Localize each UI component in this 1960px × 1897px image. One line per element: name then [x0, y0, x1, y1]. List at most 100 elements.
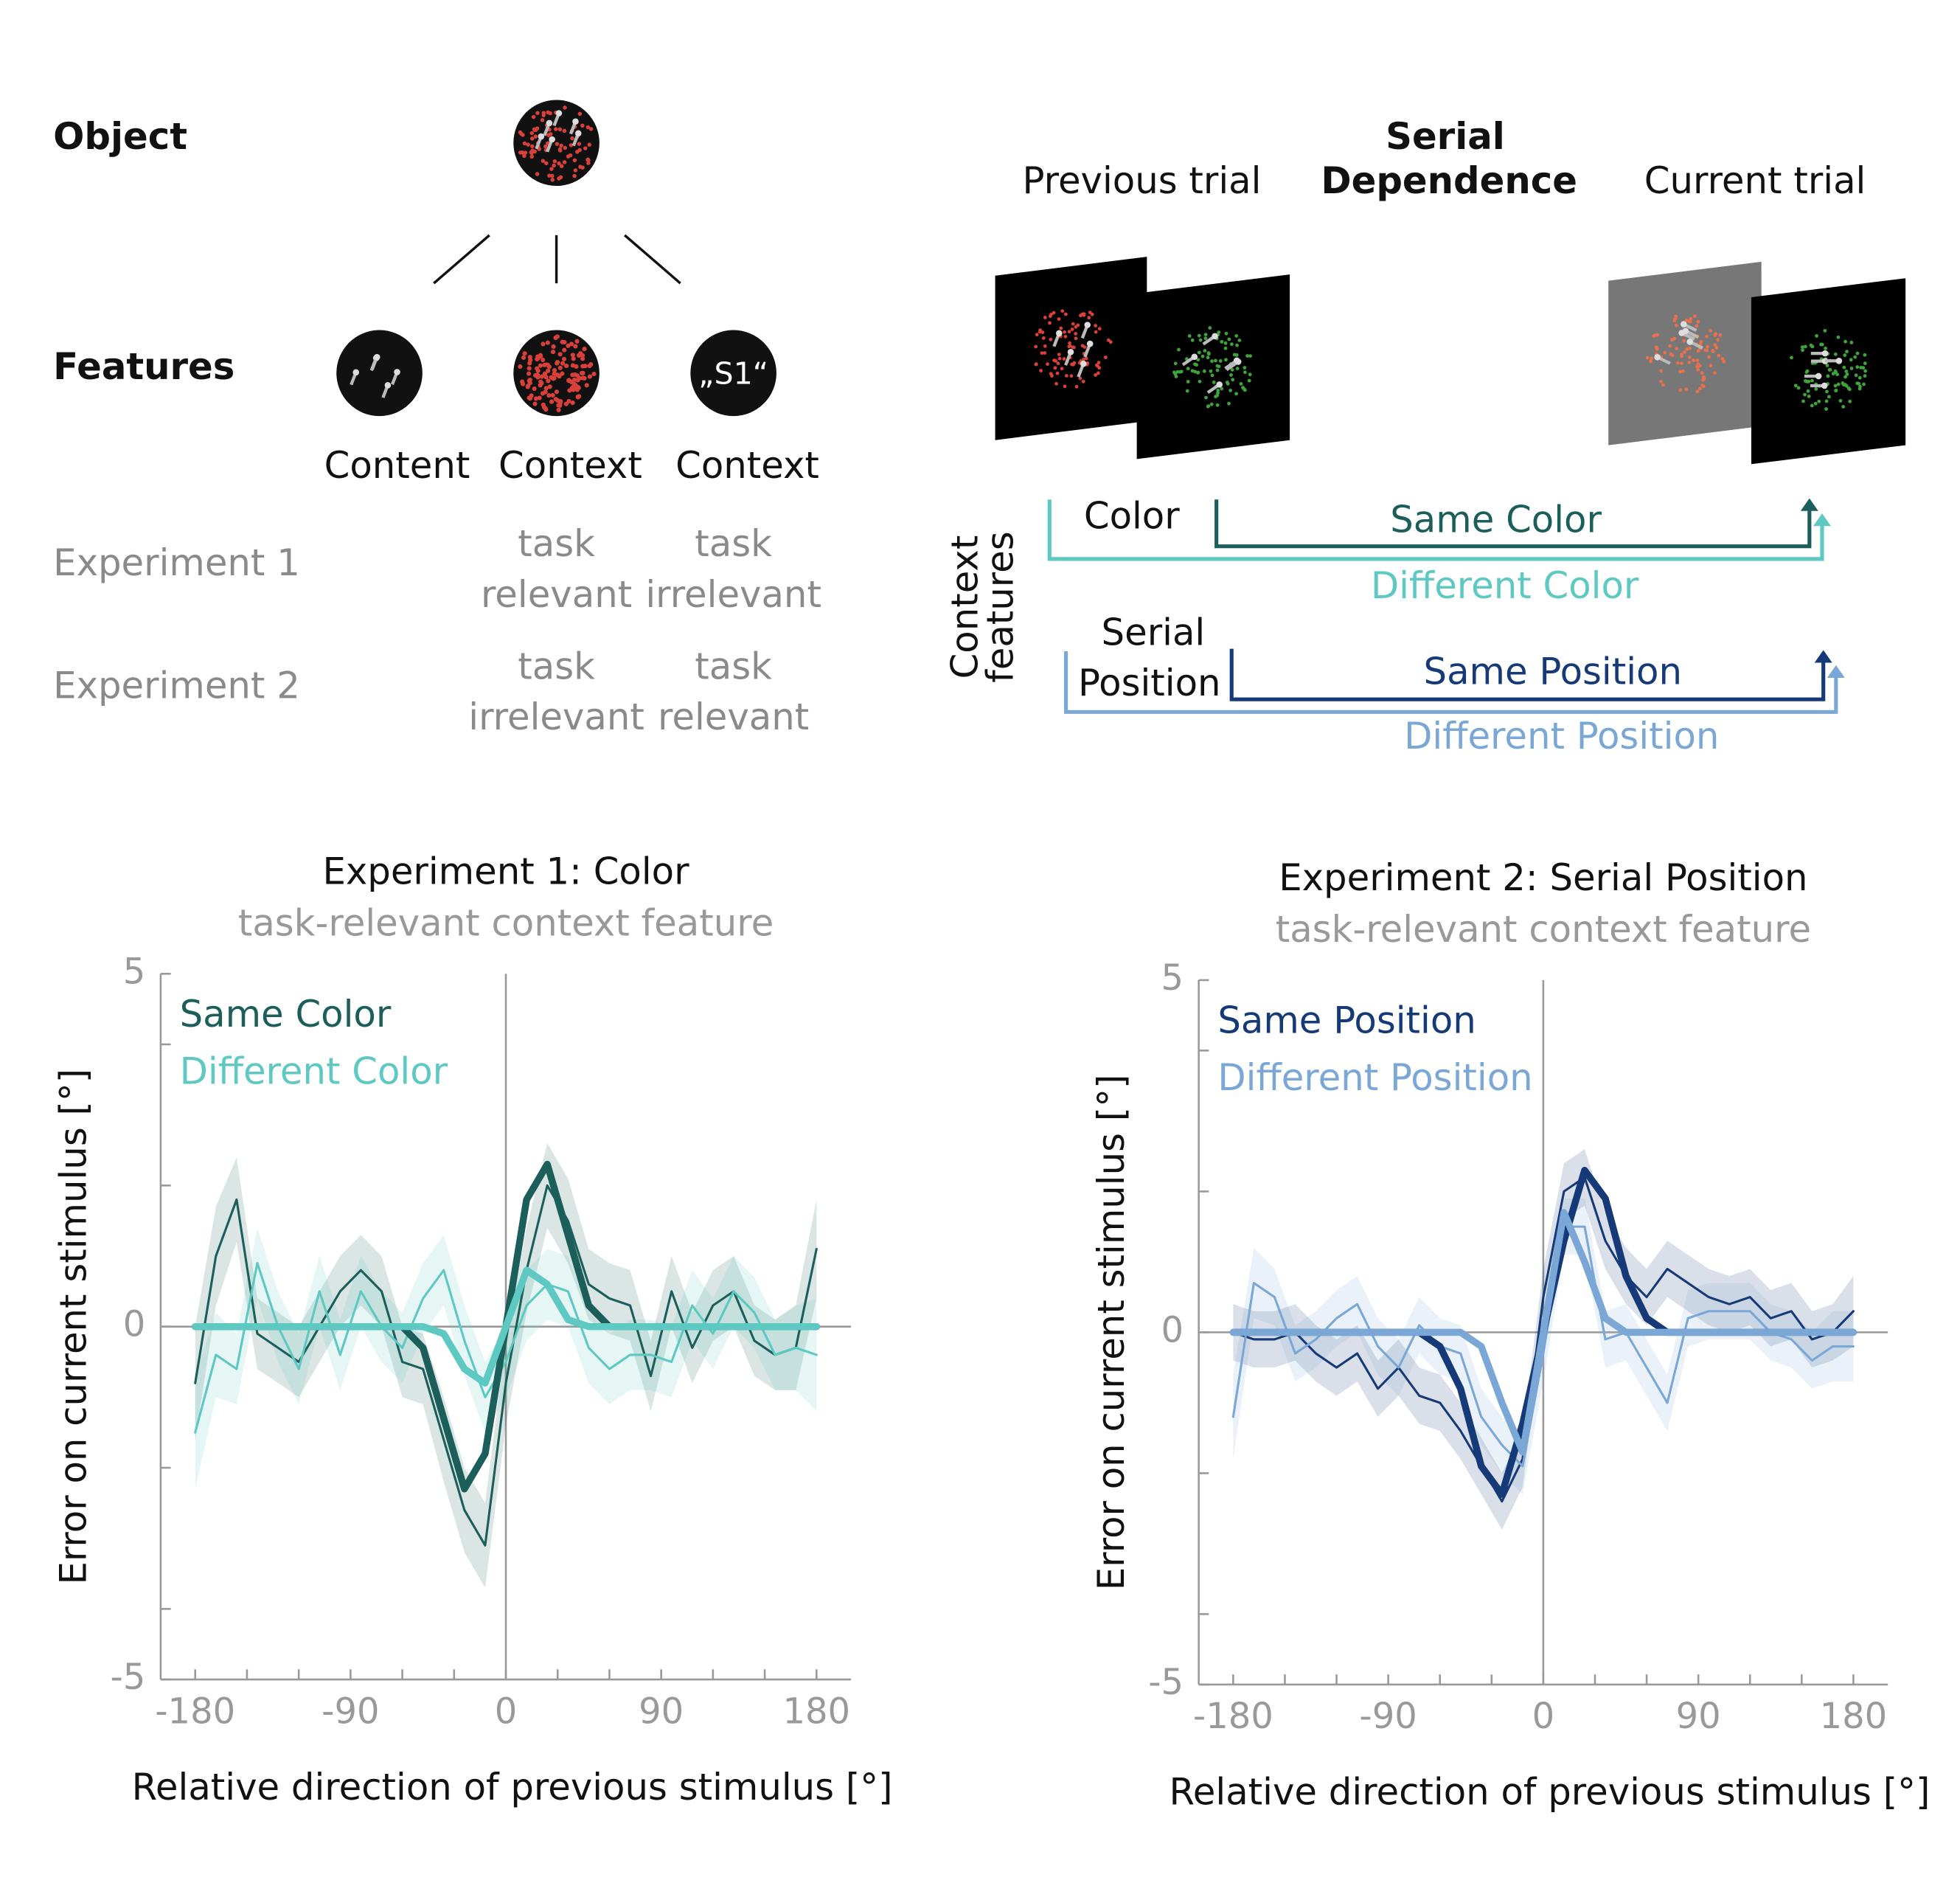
- stimulus-dot: [533, 134, 538, 139]
- stimulus-dot: [1248, 354, 1252, 358]
- stimulus-dot: [1855, 351, 1860, 356]
- stimulus-dot: [1062, 357, 1066, 361]
- stimulus-dot: [1810, 344, 1815, 349]
- x-tick-label: 90: [1676, 1696, 1721, 1737]
- stimulus-dot: [1717, 353, 1721, 358]
- x-axis-label: Relative direction of previous stimulus …: [132, 1766, 893, 1808]
- stimulus-dot: [1845, 350, 1849, 354]
- stimulus-dot: [556, 407, 561, 412]
- stimulus-dot: [557, 147, 563, 152]
- arrow-tip: [1056, 330, 1063, 337]
- stimulus-dot: [1074, 384, 1079, 389]
- stimulus-dot: [541, 111, 546, 115]
- stimulus-dot: [1040, 351, 1044, 356]
- stimulus-dot: [526, 371, 532, 376]
- bracket: [1047, 499, 1824, 561]
- stimulus-dot: [1680, 353, 1683, 357]
- stimulus-dot: [1696, 319, 1700, 324]
- axis-label: features: [979, 531, 1021, 682]
- arrow-tip: [384, 382, 392, 389]
- stimulus-dot: [1069, 374, 1074, 378]
- stimulus-dot: [523, 150, 528, 155]
- stimulus-dot: [1813, 401, 1818, 406]
- axis-label: Context: [943, 535, 986, 679]
- stimulus-dot: [529, 154, 534, 159]
- stimulus-dot: [580, 353, 585, 358]
- stimulus-dot: [1713, 343, 1717, 347]
- stimulus-dot: [1863, 369, 1868, 373]
- stimulus-dot: [1824, 346, 1827, 350]
- stimulus-dot: [1210, 359, 1214, 364]
- stimulus-dot: [1814, 386, 1818, 391]
- stimulus-dot: [1834, 388, 1838, 392]
- stimulus-dot: [1655, 347, 1659, 351]
- stimulus-dot: [556, 403, 561, 408]
- raw-line: [194, 1262, 818, 1434]
- stimulus-dot: [1108, 340, 1113, 344]
- stimulus-dot: [586, 161, 591, 165]
- stimulus-dot: [1854, 373, 1858, 378]
- stimulus-dot: [1862, 382, 1866, 386]
- arrow-tip: [1682, 327, 1689, 335]
- arrow-tip: [373, 353, 380, 361]
- stimulus-dot: [570, 372, 575, 378]
- stimulus-dot: [1828, 367, 1832, 372]
- stimulus-dot: [1687, 319, 1692, 324]
- stimulus-dot: [1229, 342, 1234, 347]
- stimulus-dot: [1793, 384, 1798, 388]
- stimulus-dot: [562, 347, 567, 353]
- stimulus-dot: [1043, 344, 1047, 348]
- stimulus-dot: [1863, 361, 1867, 366]
- stimulus-dot: [546, 368, 551, 373]
- stimulus-dot: [1687, 361, 1692, 364]
- stimulus-dot: [559, 164, 564, 169]
- stimulus-dot: [583, 146, 588, 150]
- stimulus-dot: [1225, 381, 1229, 384]
- stimulus-dot: [551, 344, 556, 350]
- stimulus-dot: [582, 347, 587, 352]
- stimulus-dot: [1718, 333, 1723, 337]
- stimulus-dot: [580, 356, 585, 361]
- stimulus-dot: [577, 142, 582, 146]
- stimulus-dot: [1659, 379, 1663, 384]
- stimulus-dot: [1071, 345, 1076, 350]
- stimulus-dot: [1843, 375, 1847, 379]
- stimulus-dot: [1174, 375, 1178, 378]
- stimulus-dot: [587, 142, 592, 147]
- stimulus-dot: [1224, 331, 1229, 336]
- stimulus-dot: [1057, 317, 1061, 321]
- stimulus-dot: [1197, 350, 1201, 355]
- stimulus-dot: [1206, 356, 1210, 360]
- stimulus-dot: [1699, 340, 1703, 344]
- stimulus-dot: [1041, 336, 1046, 340]
- different-position-label: Different Position: [1404, 715, 1719, 757]
- stimulus-dot: [1672, 336, 1676, 341]
- stimulus-dot: [1067, 344, 1071, 349]
- stimulus-dot: [561, 356, 567, 361]
- stimulus-dot: [540, 118, 545, 122]
- stimulus-dot: [1234, 392, 1239, 396]
- same-position-label: Same Position: [1424, 650, 1682, 693]
- stimulus-dot: [538, 383, 543, 388]
- stimulus-dot: [1668, 344, 1672, 348]
- bracket: [1229, 648, 1826, 701]
- stimulus-dot: [1695, 389, 1700, 394]
- stimulus-dot: [1079, 313, 1082, 318]
- stimulus-dot: [544, 161, 549, 166]
- stimulus-dot: [1234, 334, 1239, 338]
- stimulus-dot: [584, 383, 589, 388]
- stimulus-dot: [1826, 374, 1830, 378]
- stimulus-dot: [1245, 354, 1250, 358]
- stimulus-dot: [1048, 314, 1052, 319]
- arrow-tip: [1084, 322, 1091, 328]
- stimulus-dot: [580, 123, 585, 128]
- stimulus-dot: [552, 159, 557, 164]
- stimulus-dot: [1220, 339, 1224, 344]
- stimulus-dot: [1674, 314, 1678, 319]
- stimulus-dot: [557, 161, 561, 166]
- stimulus-dot: [1681, 369, 1685, 373]
- stimulus-dot: [560, 339, 565, 344]
- stimulus-dot: [1827, 395, 1831, 399]
- stimulus-dot: [1090, 312, 1094, 316]
